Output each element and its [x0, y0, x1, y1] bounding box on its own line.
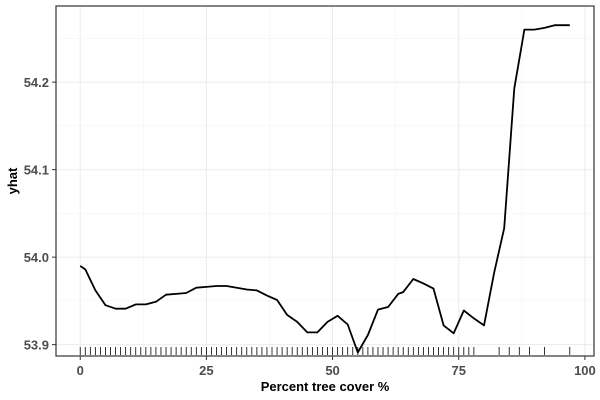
x-tick-label: 100 [574, 363, 596, 378]
major-gridlines [56, 6, 594, 356]
y-tick-label: 53.9 [24, 338, 49, 353]
x-tick-label: 75 [452, 363, 466, 378]
x-tick-label: 0 [77, 363, 84, 378]
series-line [79, 24, 570, 354]
x-tick-label: 50 [325, 363, 339, 378]
x-tick-label: 25 [199, 363, 213, 378]
y-axis: 53.9 54.0 54.1 54.2 [24, 75, 56, 353]
y-tick-label: 54.0 [24, 250, 49, 265]
x-axis-title: Percent tree cover % [261, 379, 390, 394]
y-tick-label: 54.2 [24, 75, 49, 90]
plot-panel-border [55, 5, 595, 357]
y-tick-label: 54.1 [24, 163, 49, 178]
x-axis: 0 25 50 75 100 [77, 356, 596, 378]
minor-gridlines [56, 6, 594, 356]
rug-ticks [79, 347, 571, 355]
y-axis-title: yhat [5, 167, 20, 194]
